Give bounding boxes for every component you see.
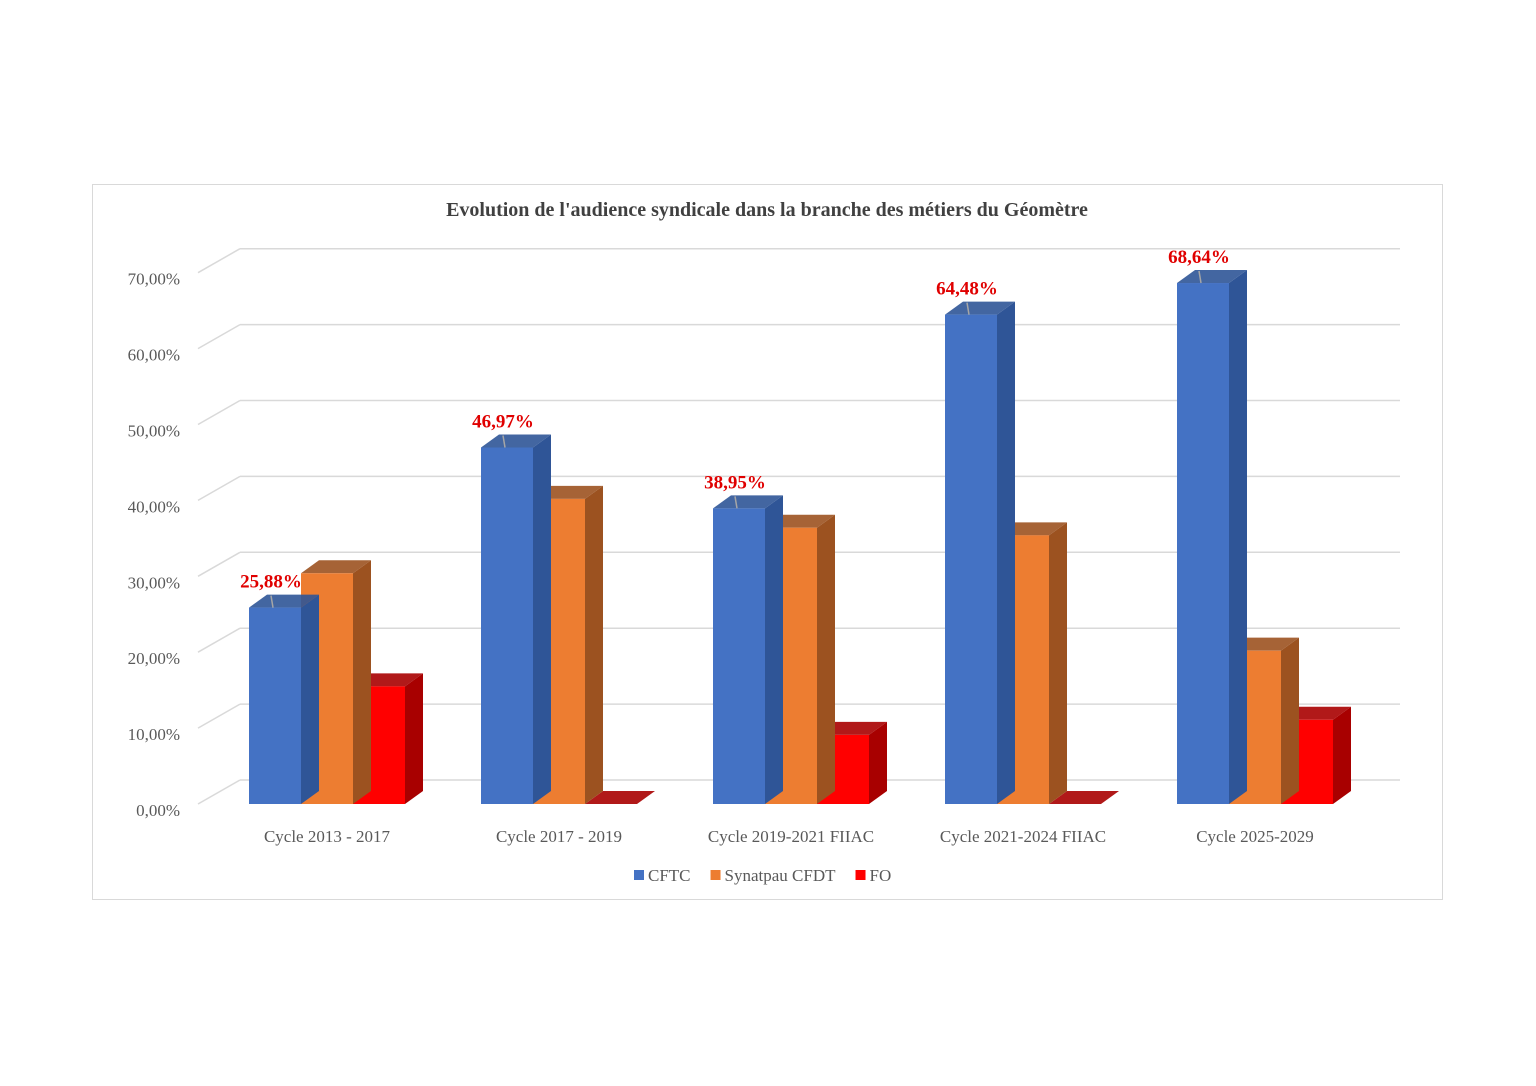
bar-side xyxy=(301,594,319,804)
x-tick-label: Cycle 2025-2029 xyxy=(1196,827,1314,846)
chart-frame xyxy=(92,184,1443,900)
bar-top xyxy=(945,301,1015,315)
data-label: 25,88% xyxy=(240,572,302,593)
legend-label: CFTC xyxy=(648,866,691,885)
data-label: 68,64% xyxy=(1168,247,1230,268)
bar xyxy=(249,607,301,804)
bar-side xyxy=(1281,637,1299,804)
gridline-side xyxy=(197,399,241,426)
y-tick-label: 40,00% xyxy=(128,497,180,516)
data-label: 64,48% xyxy=(936,279,998,300)
data-label-leader xyxy=(502,435,506,448)
data-label-leader xyxy=(966,302,970,315)
gridline-side xyxy=(197,323,241,350)
bar-top xyxy=(1049,791,1119,804)
gridline-side xyxy=(197,248,241,274)
data-label-leader xyxy=(270,595,274,608)
bar-top xyxy=(1177,270,1247,284)
bar-side xyxy=(869,721,887,804)
gridline-side xyxy=(197,627,241,653)
legend-label: FO xyxy=(870,866,892,885)
legend-swatch xyxy=(634,870,644,880)
bar-side xyxy=(353,560,371,804)
bar xyxy=(945,314,997,804)
bar-top xyxy=(713,495,783,509)
x-tick-label: Cycle 2021-2024 FIIAC xyxy=(940,827,1106,846)
y-tick-label: 10,00% xyxy=(128,725,180,744)
gridline-side xyxy=(197,703,241,729)
bar-side xyxy=(765,495,783,804)
bar-side xyxy=(817,514,835,804)
y-tick-label: 50,00% xyxy=(128,422,180,441)
gridline-side xyxy=(197,475,241,502)
y-tick-label: 20,00% xyxy=(128,649,180,668)
legend-label: Synatpau CFDT xyxy=(725,866,837,885)
data-label-leader xyxy=(734,496,738,509)
data-label-leader xyxy=(1198,270,1202,284)
bar xyxy=(1177,283,1229,804)
legend-swatch xyxy=(710,870,721,880)
bar-side xyxy=(405,673,423,804)
bar-side xyxy=(533,434,551,804)
x-tick-label: Cycle 2017 - 2019 xyxy=(496,827,622,846)
bar-side xyxy=(1229,270,1247,804)
data-label: 38,95% xyxy=(704,472,766,493)
gridline-side xyxy=(197,551,241,577)
bar-side xyxy=(997,301,1015,804)
bar-top xyxy=(301,560,371,574)
x-tick-label: Cycle 2013 - 2017 xyxy=(264,827,391,846)
bar-top xyxy=(585,791,655,804)
y-tick-label: 60,00% xyxy=(128,346,180,365)
bar-side xyxy=(1049,522,1067,804)
bar-top xyxy=(481,434,551,448)
legend-swatch xyxy=(855,870,866,880)
y-tick-label: 70,00% xyxy=(128,270,180,289)
bar xyxy=(481,447,533,804)
x-tick-label: Cycle 2019-2021 FIIAC xyxy=(708,827,874,846)
y-tick-label: 30,00% xyxy=(128,573,180,592)
bar-top xyxy=(249,594,319,608)
chart-title: Evolution de l'audience syndicale dans l… xyxy=(446,199,1088,221)
y-tick-label: 0,00% xyxy=(136,801,180,820)
bar-side xyxy=(585,485,603,804)
data-label: 46,97% xyxy=(472,411,534,432)
gridline-side xyxy=(197,779,241,805)
bar xyxy=(713,508,765,804)
bar-side xyxy=(1333,706,1351,804)
